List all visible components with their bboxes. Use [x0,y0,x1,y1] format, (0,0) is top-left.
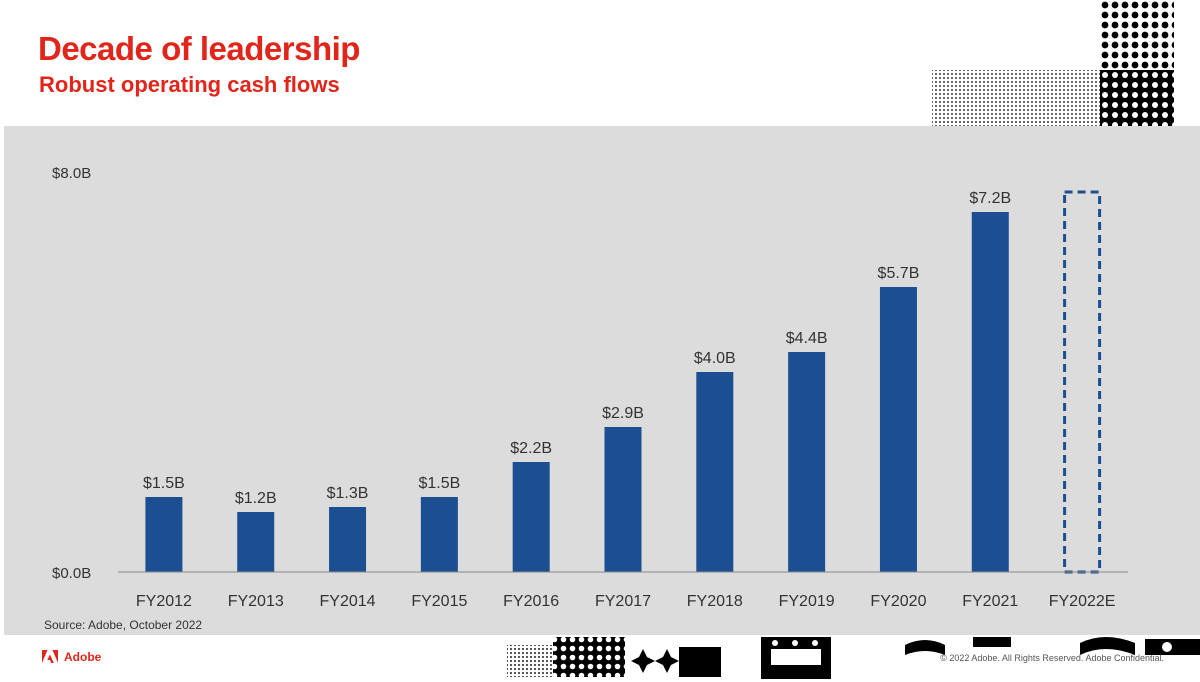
footer-pattern [507,637,1200,679]
data-label: $4.4B [786,330,828,347]
x-tick-label: FY2014 [320,593,376,610]
y-tick-label: $8.0B [52,165,91,182]
page-subtitle: Robust operating cash flows [39,72,340,97]
bar [512,462,550,572]
data-label: $2.9B [602,405,644,422]
x-tick-label: FY2013 [228,593,284,610]
adobe-brand: Adobe [42,650,101,664]
brand-name: Adobe [64,650,102,664]
bar [329,507,367,572]
x-tick-label: FY2018 [687,593,743,610]
adobe-logo-icon [42,650,58,663]
x-tick-label: FY2016 [503,593,559,610]
x-tick-label: FY2012 [136,593,192,610]
source-note: Source: Adobe, October 2022 [44,618,203,632]
bar [145,497,183,572]
data-label: $4.0B [694,350,736,367]
data-label: $1.5B [143,475,185,492]
bar [788,352,826,572]
data-label: $1.3B [327,485,369,502]
bar [237,512,275,572]
x-tick-label: FY2020 [870,593,926,610]
bar [879,287,917,572]
bar [696,372,734,572]
data-label: $1.5B [418,475,460,492]
data-label: $5.7B [878,265,920,282]
bar [971,212,1009,572]
x-tick-label: FY2015 [411,593,467,610]
copyright-notice: © 2022 Adobe. All Rights Reserved. Adobe… [940,653,1164,663]
data-label: $1.2B [235,490,277,507]
x-tick-label: FY2017 [595,593,651,610]
estimate-bar-outline [1063,190,1102,574]
y-tick-label: $0.0B [52,565,91,582]
x-tick-label: FY2022E [1049,593,1116,610]
bar [420,497,458,572]
data-label: $7.2B [969,190,1011,207]
halftone-pattern-top [932,0,1174,126]
x-tick-label: FY2019 [779,593,835,610]
data-label: $2.2B [510,440,552,457]
page-title: Decade of leadership [38,30,360,67]
bar [604,427,642,572]
x-tick-label: FY2021 [962,593,1018,610]
